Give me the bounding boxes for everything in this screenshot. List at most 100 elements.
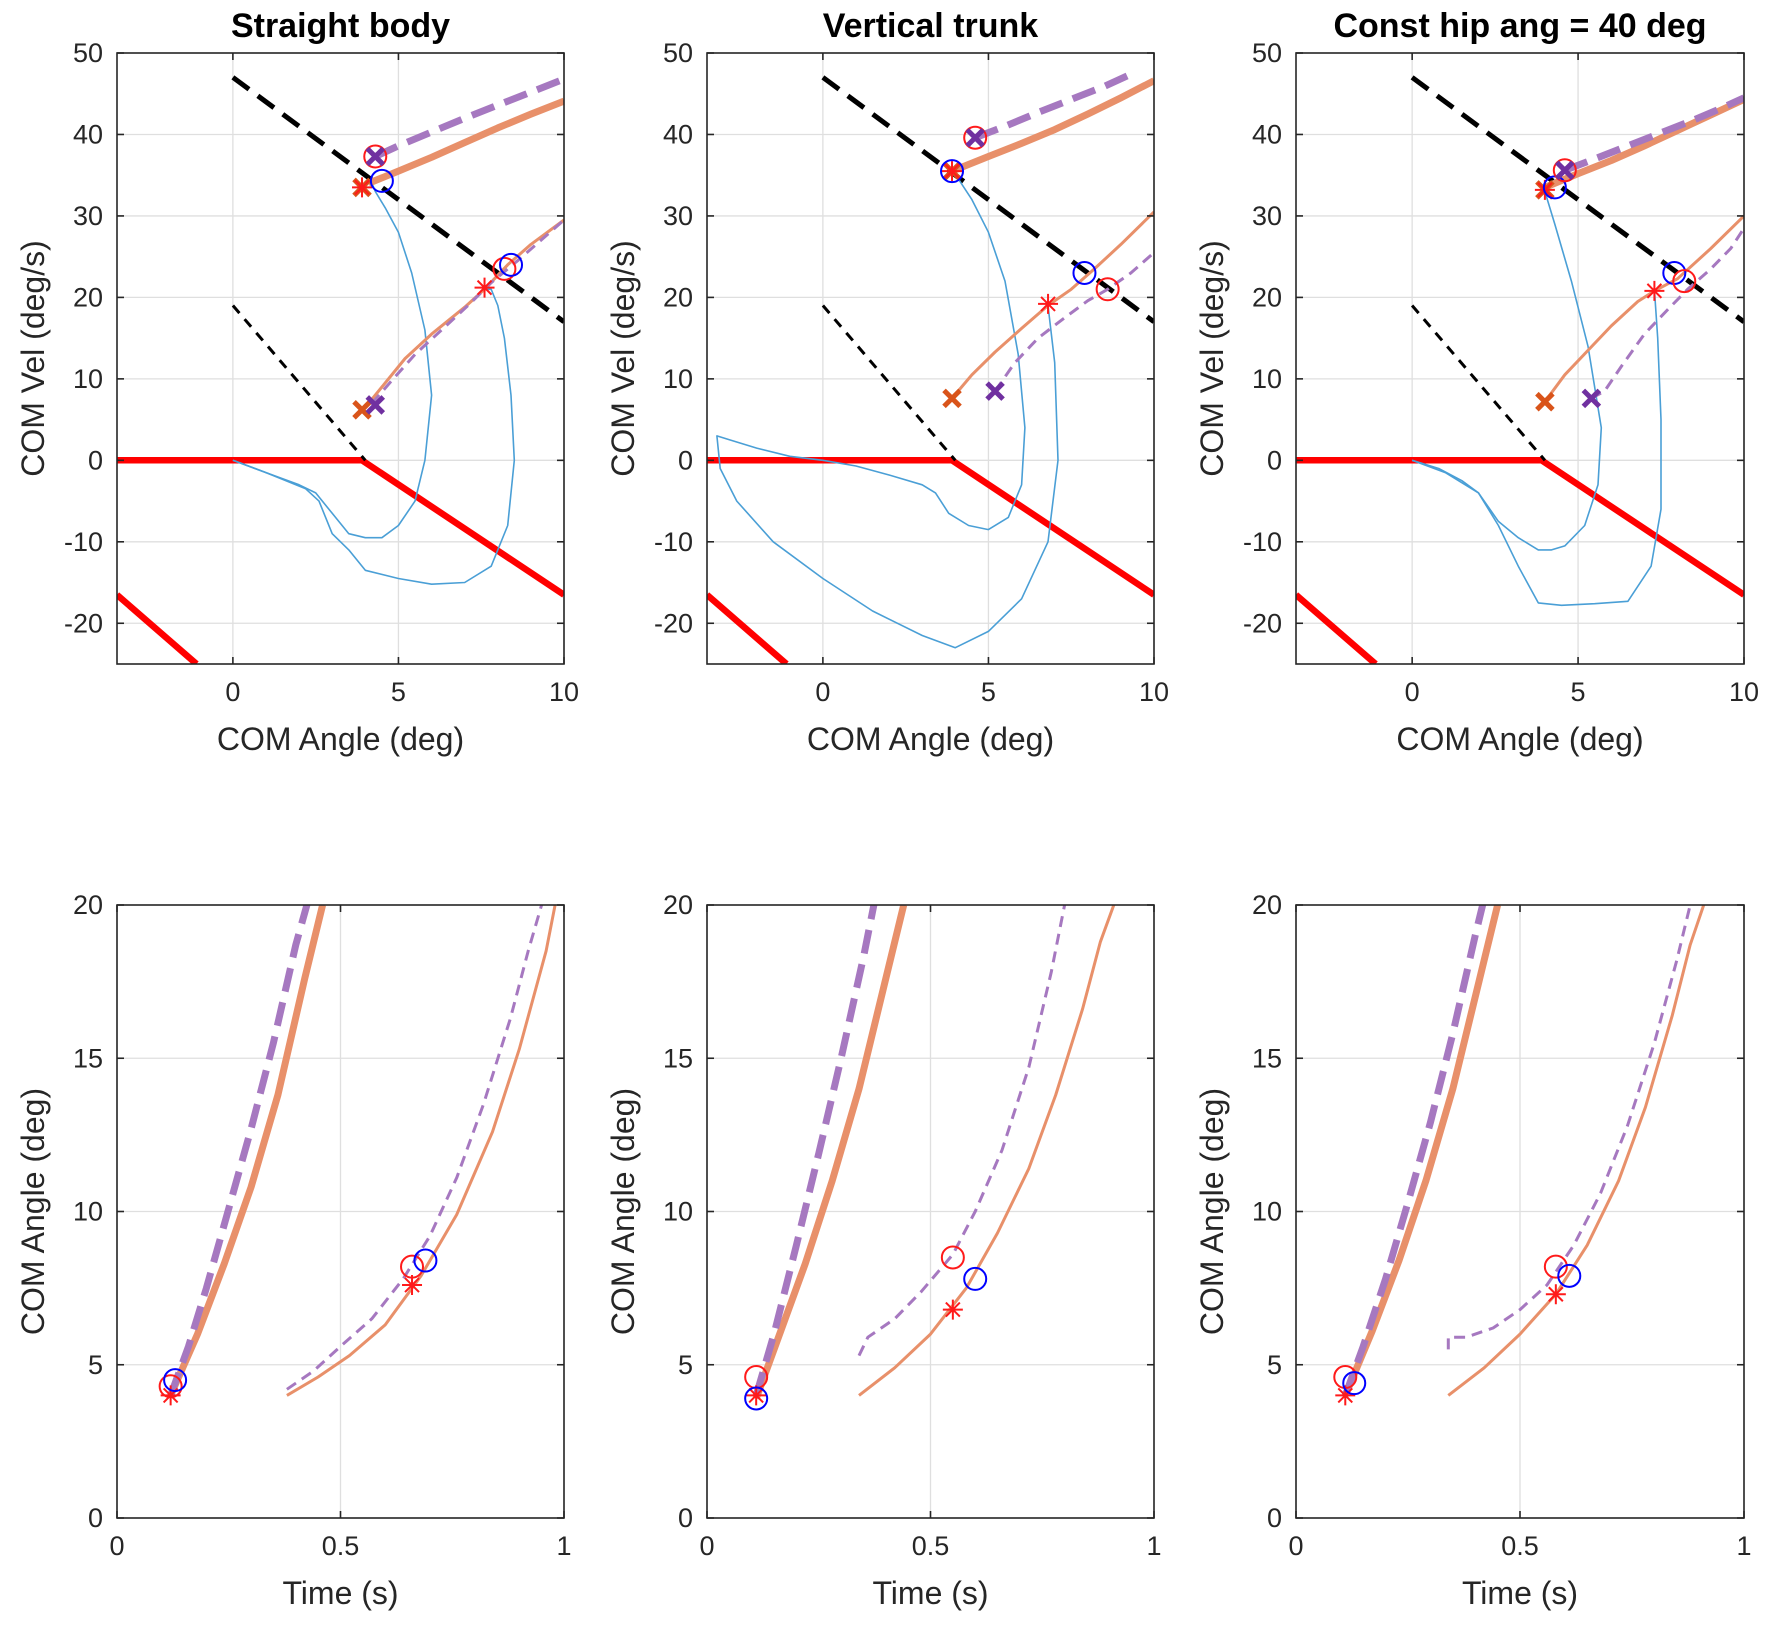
- markers: [1333, 1254, 1582, 1406]
- x-axis-label: COM Angle (deg): [217, 721, 464, 757]
- x-marker: [365, 146, 386, 167]
- x-marker: [1535, 391, 1555, 412]
- y-tick-label: 20: [663, 282, 693, 312]
- y-tick-label: 10: [663, 1197, 693, 1227]
- x-marker: [965, 127, 985, 148]
- y-tick-label: 0: [1267, 445, 1282, 475]
- x-marker: [942, 388, 962, 409]
- series-line-orange-thin: [1447, 905, 1706, 1397]
- star-marker: [1038, 293, 1059, 314]
- y-tick-label: 10: [1252, 1197, 1282, 1227]
- y-tick-label: -10: [654, 527, 693, 557]
- series-line-purple-thick: [752, 905, 878, 1397]
- series-line-purple-thin: [1446, 905, 1692, 1350]
- star-marker: [474, 277, 495, 298]
- markers: [940, 125, 1120, 409]
- y-tick-label: 30: [663, 201, 693, 231]
- series-line-boundary: [1296, 457, 1744, 598]
- series-line-guide-thick: [821, 75, 1154, 324]
- y-axis-label: COM Vel (deg/s): [605, 240, 641, 477]
- x-axis-label: Time (s): [872, 1575, 988, 1611]
- y-tick-label: 40: [663, 119, 693, 149]
- y-tick-label: -20: [64, 608, 103, 638]
- circle-marker: [1552, 158, 1577, 183]
- circle-marker: [400, 1254, 425, 1279]
- y-tick-label: 10: [1252, 364, 1282, 394]
- tick-marks: [117, 52, 565, 664]
- x-tick-label: 10: [549, 677, 579, 707]
- axes-box: [706, 52, 1155, 665]
- plot-area: [707, 53, 1154, 664]
- series-group: [117, 75, 564, 664]
- series-line-guide-thin: [1410, 304, 1547, 462]
- y-tick-label: 20: [1252, 282, 1282, 312]
- series-line-traj: [232, 288, 516, 586]
- series-line-orange-thin: [858, 905, 1116, 1397]
- y-axis-label: COM Vel (deg/s): [15, 240, 51, 477]
- series-line-boundary: [707, 457, 1154, 598]
- markers: [352, 144, 524, 420]
- circle-marker: [1672, 269, 1697, 294]
- x-axis-label: COM Angle (deg): [807, 721, 1054, 757]
- circle-marker: [413, 1248, 438, 1273]
- star-marker: [160, 1385, 181, 1406]
- x-marker: [352, 400, 372, 420]
- series-line-guide-thick: [231, 75, 564, 324]
- series-line-orange-thick: [752, 905, 908, 1400]
- star-marker: [942, 1299, 963, 1320]
- x-tick-label: 0: [1288, 1531, 1303, 1561]
- y-tick-label: 15: [73, 1043, 103, 1073]
- y-tick-label: -20: [1243, 608, 1282, 638]
- x-tick-label: 1: [1146, 1531, 1161, 1561]
- tick-marks: [706, 904, 1155, 1519]
- series-line-traj: [716, 305, 1059, 649]
- markers: [158, 1248, 438, 1406]
- star-marker: [352, 177, 373, 198]
- y-tick-label: 20: [73, 282, 103, 312]
- markers: [744, 1245, 988, 1411]
- subplot-2: 0 5 10 -20 -10 0 10 20 30 40 50 COM Angle (deg) COM …: [605, 7, 1169, 757]
- star-marker: [942, 161, 963, 182]
- series-line-purple-thin: [286, 905, 544, 1391]
- circle-marker: [363, 144, 388, 169]
- series-line-orange-thin: [286, 905, 557, 1397]
- series-group: [167, 905, 557, 1397]
- series-line-guide-thin: [231, 304, 367, 462]
- series-line-traj: [822, 170, 1026, 531]
- series-line-orange-thick: [367, 97, 564, 187]
- tick-marks: [116, 904, 565, 1519]
- y-axis-label: COM Angle (deg): [1194, 1088, 1230, 1335]
- x-tick-label: 0: [225, 677, 240, 707]
- x-axis-label: Time (s): [282, 1575, 398, 1611]
- y-tick-label: 5: [1267, 1350, 1282, 1380]
- subplot-1: 0 5 10 -20 -10 0 10 20 30 40 50 COM Angle (deg) COM …: [15, 7, 579, 757]
- y-axis-label: COM Angle (deg): [15, 1088, 51, 1335]
- series-line-traj: [232, 183, 433, 539]
- x-tick-label: 5: [1571, 677, 1586, 707]
- series-line-purple-thin: [993, 251, 1154, 392]
- series-group: [752, 905, 1116, 1400]
- series-line-boundary: [707, 592, 789, 664]
- x-tick-label: 0: [699, 1531, 714, 1561]
- y-tick-label: 10: [663, 364, 693, 394]
- y-tick-label: 50: [663, 38, 693, 68]
- subplot-title: Vertical trunk: [823, 7, 1039, 45]
- y-axis-label: COM Angle (deg): [605, 1088, 641, 1335]
- x-tick-label: 0.5: [1501, 1531, 1539, 1561]
- x-marker: [1581, 388, 1602, 409]
- x-axis-label: COM Angle (deg): [1396, 721, 1643, 757]
- tick-marks: [1295, 904, 1745, 1519]
- x-tick-label: 5: [981, 677, 996, 707]
- series-line-orange-thin: [1543, 214, 1744, 403]
- circle-marker: [1342, 1371, 1367, 1396]
- y-tick-label: 0: [678, 1503, 693, 1533]
- star-marker: [1644, 280, 1665, 301]
- circle-marker: [1072, 260, 1097, 285]
- y-tick-label: -10: [64, 527, 103, 557]
- series-line-purple-thin: [857, 905, 1067, 1357]
- x-tick-label: 0.5: [322, 1531, 360, 1561]
- y-tick-label: 20: [1252, 890, 1282, 920]
- circle-marker: [1095, 277, 1120, 302]
- series-line-guide-thin: [821, 304, 957, 462]
